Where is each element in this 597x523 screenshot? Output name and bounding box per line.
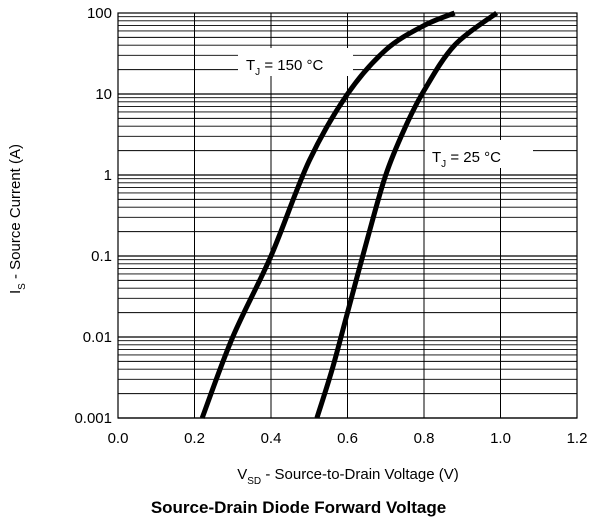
- x-axis-label: VSD - Source-to-Drain Voltage (V): [237, 466, 459, 487]
- y-tick-label: 1: [104, 167, 112, 184]
- y-tick-label: 100: [87, 5, 112, 22]
- x-tick-label: 0.6: [337, 430, 358, 447]
- series-line-0: [199, 10, 456, 419]
- x-tick-label: 0.2: [184, 430, 205, 447]
- y-tick-label: 0.01: [83, 329, 112, 346]
- svg-text:TJ = 25 °C: TJ = 25 °C: [432, 149, 501, 170]
- x-tick-label: 0.0: [108, 430, 129, 447]
- tick-labels: 0.0 0.2 0.4 0.6 0.8 1.0 1.2 0.001 0.01 0.1 1 10 100: [74, 5, 587, 447]
- y-tick-label: 0.1: [91, 248, 112, 265]
- chart-title: Source-Drain Diode Forward Voltage: [150, 498, 447, 517]
- y-axis-label: IS - Source Current (A): [7, 144, 28, 294]
- x-tick-label: 1.0: [490, 430, 511, 447]
- series-label-150: TJ = 150 °C: [238, 48, 353, 78]
- series-line-1: [314, 10, 499, 419]
- x-tick-label: 1.2: [567, 430, 588, 447]
- svg-text:TJ = 150 °C: TJ = 150 °C: [246, 57, 323, 78]
- y-tick-label: 10: [95, 86, 112, 103]
- x-tick-label: 0.8: [414, 430, 435, 447]
- series-label-25: TJ = 25 °C: [425, 140, 533, 170]
- y-tick-label: 0.001: [74, 410, 112, 427]
- x-tick-label: 0.4: [261, 430, 282, 447]
- data-lines: [199, 10, 499, 419]
